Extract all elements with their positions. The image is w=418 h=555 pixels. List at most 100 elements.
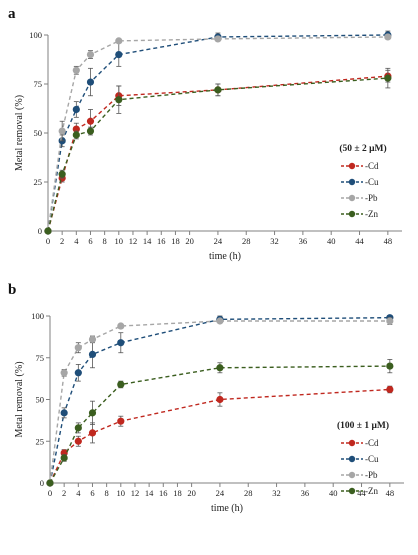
legend: (100 ± 1 μM) -Cd -Cu -Pb -Zn — [337, 420, 389, 496]
legend-swatch-marker-zn — [348, 210, 356, 218]
series-line-zn — [47, 77, 388, 232]
x-tick-label: 6 — [90, 488, 94, 498]
data-point-zn — [58, 170, 66, 178]
x-tick-label: 14 — [145, 488, 154, 498]
x-tick-label: 20 — [185, 236, 194, 246]
legend-swatch-marker-cu — [348, 455, 356, 463]
x-tick-label: 20 — [187, 488, 196, 498]
legend-entry-label: -Cd — [365, 161, 379, 171]
x-tick-label: 16 — [157, 236, 166, 246]
data-point-pb — [72, 66, 80, 74]
data-point-cd — [88, 429, 97, 437]
data-point-zn — [214, 86, 222, 94]
data-point-cu — [60, 409, 68, 417]
y-tick-label: 50 — [36, 395, 45, 405]
data-point-cu — [86, 78, 95, 86]
data-point-cd — [117, 417, 125, 425]
legend-title: (100 ± 1 μM) — [337, 420, 389, 431]
data-point-pb — [386, 317, 394, 325]
legend-swatch-marker-cd — [348, 162, 356, 170]
y-axis-title: Metal removal (%) — [14, 361, 25, 437]
data-point-pb — [86, 51, 95, 59]
panel-label: b — [8, 282, 16, 298]
y-axis-title: Metal removal (%) — [14, 95, 25, 171]
data-point-cd — [386, 385, 394, 394]
legend-swatch-marker-pb — [348, 471, 356, 479]
legend-entry-label: -Zn — [365, 209, 378, 219]
legend-entry-label: -Cu — [365, 454, 379, 464]
data-point-zn — [44, 227, 52, 235]
x-tick-label: 24 — [216, 488, 225, 498]
data-point-pb — [214, 35, 222, 43]
x-tick-label: 12 — [129, 236, 138, 246]
x-tick-label: 32 — [270, 236, 279, 246]
data-point-zn — [72, 131, 80, 139]
data-point-zn — [117, 380, 125, 389]
x-tick-label: 2 — [62, 488, 66, 498]
x-tick-label: 28 — [244, 488, 253, 498]
data-point-pb — [216, 317, 224, 325]
x-tick-label: 10 — [115, 236, 124, 246]
x-tick-label: 0 — [48, 488, 52, 498]
x-tick-label: 44 — [355, 236, 364, 246]
x-axis-title: time (h) — [211, 503, 243, 514]
legend-entry-label: -Cd — [365, 438, 379, 448]
y-tick-label: 0 — [40, 478, 44, 488]
legend-entry-label: -Zn — [365, 486, 378, 496]
y-tick-label: 25 — [36, 436, 45, 446]
x-tick-label: 24 — [214, 236, 223, 246]
x-tick-label: 16 — [159, 488, 168, 498]
data-point-zn — [60, 454, 68, 462]
x-tick-label: 18 — [173, 488, 182, 498]
x-tick-label: 28 — [242, 236, 251, 246]
y-tick-label: 100 — [31, 311, 44, 321]
x-tick-label: 8 — [105, 488, 109, 498]
data-point-cu — [115, 51, 123, 59]
data-point-pb — [88, 335, 97, 343]
legend-entry-label: -Pb — [365, 193, 378, 203]
legend: (50 ± 2 μM) -Cd -Cu -Pb -Zn — [339, 143, 386, 219]
x-tick-label: 36 — [301, 488, 310, 498]
x-tick-label: 8 — [103, 236, 107, 246]
x-tick-label: 4 — [74, 236, 79, 246]
series-line-cd — [47, 75, 388, 232]
x-tick-label: 0 — [46, 236, 50, 246]
series-line-cu — [47, 34, 388, 232]
x-tick-label: 44 — [357, 488, 366, 498]
x-tick-label: 18 — [171, 236, 180, 246]
x-tick-label: 12 — [131, 488, 140, 498]
data-point-zn — [386, 362, 394, 370]
data-point-zn — [46, 479, 54, 487]
data-point-cu — [117, 339, 125, 347]
x-tick-label: 40 — [329, 488, 338, 498]
data-point-zn — [86, 127, 95, 135]
y-tick-label: 0 — [38, 226, 42, 236]
x-tick-label: 36 — [299, 236, 308, 246]
legend-swatch-marker-zn — [348, 487, 356, 495]
x-tick-label: 48 — [384, 236, 393, 246]
data-point-pb — [60, 369, 68, 377]
legend-swatch-marker-pb — [348, 194, 356, 202]
data-point-pb — [384, 33, 392, 41]
series-line-pb — [47, 36, 388, 232]
y-tick-label: 50 — [34, 128, 43, 138]
legend-swatch-marker-cd — [348, 439, 356, 447]
x-tick-label: 2 — [60, 236, 64, 246]
x-tick-label: 10 — [117, 488, 126, 498]
data-point-cd — [86, 117, 95, 125]
data-point-cu — [88, 350, 97, 359]
data-point-pb — [117, 322, 125, 330]
legend-entry-label: -Cu — [365, 177, 379, 187]
data-point-pb — [74, 344, 82, 352]
data-point-cd — [216, 395, 224, 404]
data-point-pb — [115, 37, 123, 45]
data-point-zn — [88, 409, 97, 417]
y-tick-label: 75 — [34, 79, 43, 89]
panel-label: a — [8, 6, 16, 22]
legend-title: (50 ± 2 μM) — [339, 143, 386, 154]
data-point-cd — [74, 437, 82, 445]
